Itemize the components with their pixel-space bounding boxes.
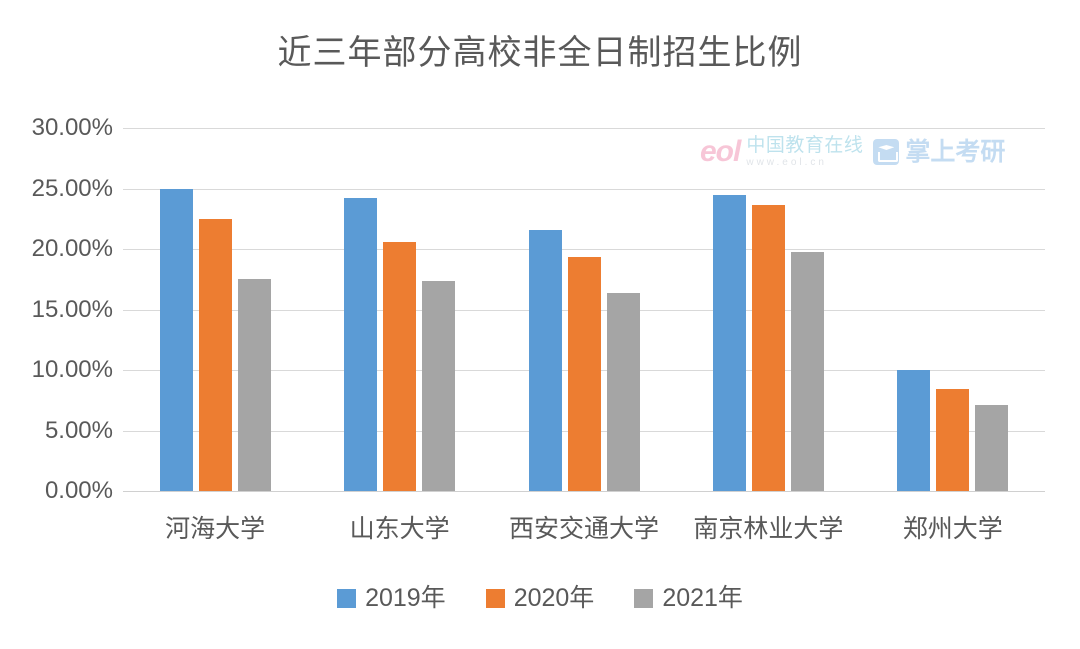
legend-swatch-icon <box>337 588 357 608</box>
x-axis-tick-label: 南京林业大学 <box>693 515 844 543</box>
legend-label: 2020年 <box>513 584 595 612</box>
bar <box>606 292 640 491</box>
bar <box>383 242 417 491</box>
y-axis-tick-label: 20.00% <box>31 235 113 262</box>
legend-label: 2019年 <box>365 584 446 612</box>
y-axis-tick-label: 10.00% <box>31 356 113 383</box>
bars-layer <box>123 128 1045 491</box>
gridline <box>123 491 1045 492</box>
bar <box>237 278 271 491</box>
x-axis-tick-label: 郑州大学 <box>902 515 1003 543</box>
y-axis-tick-label: 25.00% <box>31 174 113 202</box>
y-axis-tick-label: 5.00% <box>44 416 113 444</box>
y-axis-tick-label: 15.00% <box>31 295 113 323</box>
y-axis-tick-label: 0.00% <box>44 477 113 504</box>
bar <box>159 188 193 491</box>
bar <box>975 405 1009 491</box>
bar <box>198 219 232 491</box>
y-axis-tick-label: 30.00% <box>31 114 113 141</box>
legend-swatch-icon <box>485 588 505 608</box>
bar <box>567 256 601 491</box>
gridline <box>123 188 1045 190</box>
bar <box>422 281 456 491</box>
bar <box>528 229 562 491</box>
bar <box>712 194 746 491</box>
legend-item[interactable]: 2020年 <box>485 583 595 613</box>
chart-title: 近三年部分高校非全日制招生比例 <box>277 34 803 72</box>
bar <box>344 197 378 491</box>
y-axis: 30.00% 25.00% 20.00% 15.00% 10.00% 5.00% 0.00% <box>0 114 113 504</box>
chart-legend: 2019年 2020年 2021年 <box>0 583 1080 613</box>
legend-swatch-icon <box>634 588 654 608</box>
gridline <box>123 249 1045 250</box>
bar <box>751 205 785 491</box>
legend-item[interactable]: 2019年 <box>337 583 446 613</box>
x-axis: 河海大学 山东大学 西安交通大学 南京林业大学 郑州大学 <box>123 512 1045 554</box>
bar <box>936 389 970 491</box>
gridline <box>123 128 1045 129</box>
bar <box>897 370 931 491</box>
x-axis-tick-label: 河海大学 <box>165 515 266 543</box>
x-axis-tick-label: 山东大学 <box>349 515 450 543</box>
legend-label: 2021年 <box>662 584 743 612</box>
legend-item[interactable]: 2021年 <box>634 583 743 613</box>
bar <box>790 252 824 491</box>
x-axis-tick-label: 西安交通大学 <box>508 515 660 543</box>
